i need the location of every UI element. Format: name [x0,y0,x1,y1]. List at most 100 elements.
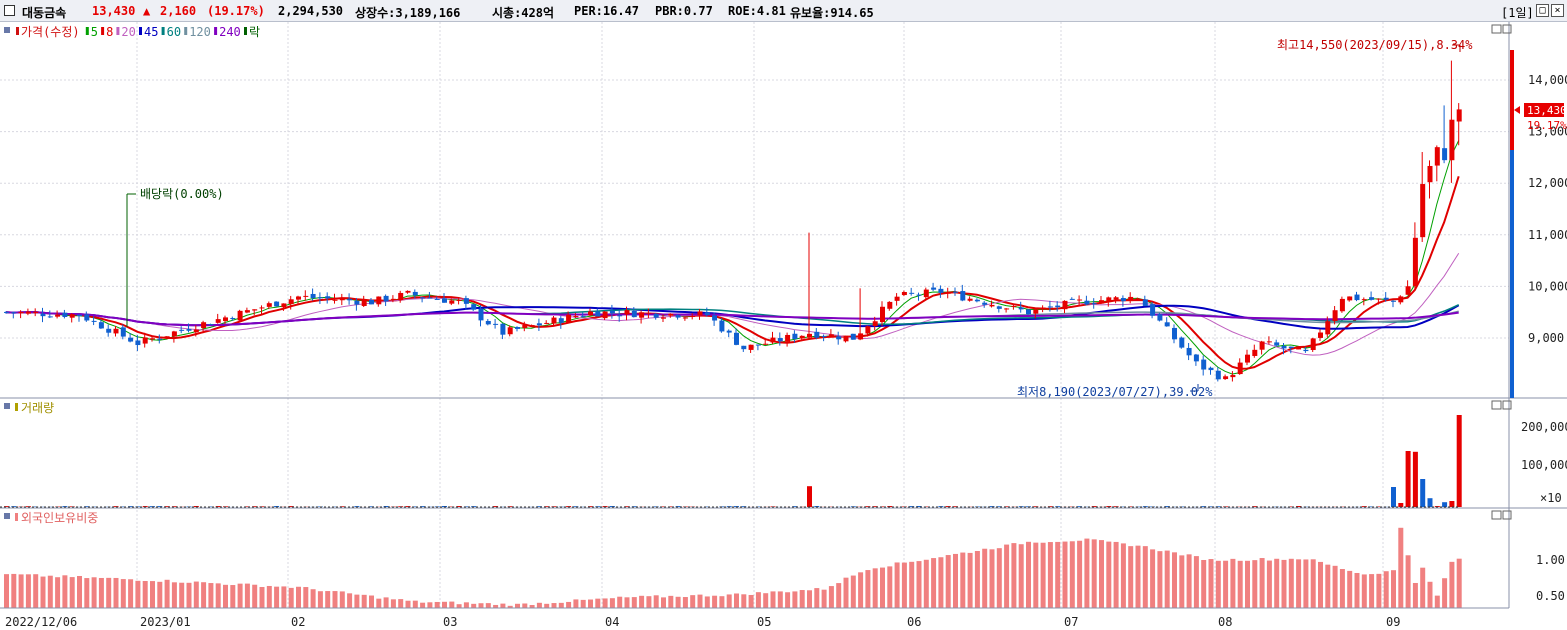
volume-bar [369,506,374,507]
foreign-ratio-bar [668,595,674,608]
candle-body [1201,359,1207,370]
foreign-ratio-bar [398,599,404,608]
stock-name[interactable]: 대동금속 [22,6,67,20]
volume-bar [456,506,462,507]
volume-bar [1449,501,1455,507]
volume-bar [164,506,170,507]
candle-body [1354,294,1360,301]
header-bar: 대동금속 13,430 ▲ 2,160 (19.17%) 2,294,530 상… [0,0,1567,22]
foreign-ratio-bar [1026,541,1031,608]
candle-body [164,336,170,338]
foreign-ratio-bar [135,580,141,608]
candle-body [33,311,39,314]
volume-panel: 거래량 200,000 100,000 ×10 [0,400,1567,509]
candle-body [777,338,783,342]
candle-body [734,332,739,345]
volume-panel-close-icon[interactable] [1502,400,1512,410]
close-icon[interactable]: × [1551,4,1564,17]
candle-body [573,315,579,317]
foreign-ratio-bar [719,596,725,608]
float-ratio: 유보율:914.65 [790,6,874,20]
foreign-ratio-bar [485,603,491,608]
candle-body [609,310,615,314]
foreign-ratio-bar [536,602,542,608]
foreign-ratio-bar [1120,543,1126,608]
candle-body [1347,296,1353,301]
range-bar-up [1510,50,1514,150]
foreign-ratio-bar [551,603,557,608]
candle-body [1310,338,1316,351]
candle-body [113,328,119,334]
select-checkbox[interactable] [4,5,15,16]
legend-swatch [139,27,142,35]
candle-body [1332,310,1338,322]
candle-body [719,320,725,332]
foreign-ratio-bar [84,578,90,608]
foreign-panel-max-icon[interactable] [1491,510,1502,520]
foreign-ratio-bar [325,591,331,608]
foreign-ratio-bar [266,585,272,608]
candle-body [1245,354,1250,363]
foreign-panel-close-icon[interactable] [1502,510,1512,520]
candle-body [631,310,637,318]
foreign-ratio-bar [40,576,46,608]
foreign-ratio-bar [339,591,345,608]
volume-bar [507,506,513,507]
legend-swatch [85,27,89,35]
volume-bar [661,506,666,507]
volume-panel-handle-icon[interactable] [4,403,10,409]
foreign-ratio-bar [1318,561,1323,608]
candle-body [1091,303,1097,305]
panel-handle-icon[interactable] [4,27,10,33]
candle-body [1369,297,1375,300]
candle-body [266,303,272,307]
legend-swatch [184,27,188,35]
candlesticks[interactable] [4,60,1462,382]
candle-body [755,344,761,346]
foreign-ratio-bar [471,603,477,608]
candle-body [4,311,9,313]
candle-body [361,300,367,306]
foreign-ratio-bar [1245,560,1250,608]
dividend-annotation: 배당락(0.00%) [140,187,224,201]
volume-bar [1201,506,1207,507]
foreign-ratio-bar [478,603,484,608]
foreign-ratio-bar [1040,542,1046,608]
foreign-ratio-bar [821,589,827,608]
candle-body [252,309,258,311]
candle-body [84,314,90,321]
candle-body [1237,362,1243,375]
foreign-ratio-bar [1274,558,1280,608]
foreign-ratio-bar [609,598,615,608]
candle-body [850,333,856,340]
foreign-ratio-bar [1179,555,1185,608]
foreign-panel-handle-icon[interactable] [4,513,10,519]
x-axis: 2022/12/06 2023/01 02 03 04 05 06 07 08 09 [0,607,1509,629]
volume-bar [463,506,469,507]
foreign-ratio-bar [142,580,148,608]
volume-bar [252,506,258,507]
candle-body [931,287,937,290]
foreign-ratio-bar [960,552,966,608]
volume-bar [1033,506,1039,507]
per-value: PER:16.47 [574,4,640,18]
price-panel-max-icon[interactable] [1491,24,1502,34]
foreign-ratio-bar [361,594,367,608]
maximize-icon[interactable]: □ [1536,4,1549,17]
foreign-ratio-bars[interactable] [4,527,1462,608]
candle-body [1172,327,1177,340]
volume-bars[interactable] [4,415,1462,507]
stock-chart[interactable]: 가격(수정) 5 8 20 45 60 120 240 락 배당락(0.00%) 최고14,55… [0,22,1567,630]
volume-bar [1405,451,1411,507]
period-button[interactable]: [1일] [1501,6,1534,20]
candle-body [449,300,455,304]
volume-panel-max-icon[interactable] [1491,400,1502,410]
candle-body [748,344,754,350]
foreign-ratio-bar [1288,558,1294,608]
candle-body [1186,347,1192,356]
volume-bar [1369,506,1375,507]
candle-body [1391,300,1396,302]
current-price-tag [1524,103,1564,117]
price-panel-close-icon[interactable] [1502,24,1512,34]
candle-body [1449,119,1455,161]
